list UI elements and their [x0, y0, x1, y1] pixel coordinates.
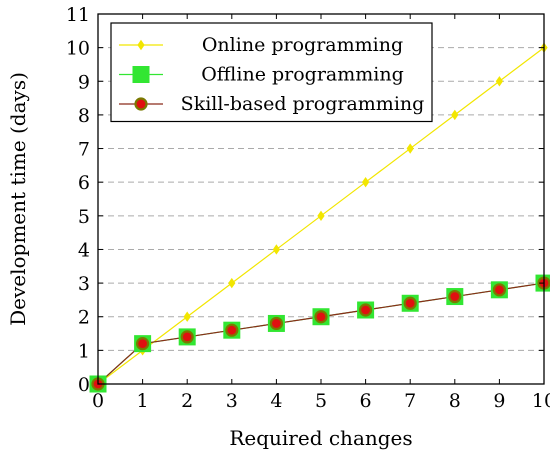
series-markers: [89, 42, 550, 393]
data-point-series-2: [448, 289, 462, 304]
y-tick-label: 4: [78, 239, 90, 261]
legend-label-0: Online programming: [202, 34, 403, 56]
data-point-series-2: [225, 323, 239, 337]
data-point-series-2: [492, 283, 506, 297]
y-tick-label: 5: [78, 206, 90, 228]
x-tick-label: 1: [137, 390, 149, 412]
legend-entries: Online programming Offline programming Ski…: [119, 34, 424, 115]
data-point-series-0: [272, 244, 281, 255]
data-point-series-2: [359, 303, 373, 317]
x-tick-label: 3: [226, 390, 238, 412]
data-point-series-0: [228, 277, 236, 289]
legend-marker-2: [134, 97, 148, 111]
x-tick-label: 5: [315, 390, 327, 412]
x-tick-label: 6: [360, 390, 372, 412]
y-tick-label: 9: [78, 71, 90, 93]
data-point-series-0: [495, 76, 504, 87]
legend-label-2: Skill-based programming: [181, 93, 425, 115]
x-tick-label: 0: [92, 390, 104, 412]
data-point-series-0: [361, 176, 370, 188]
data-point-series-0: [451, 109, 459, 121]
data-point-series-2: [136, 337, 150, 351]
x-tick-label: 9: [493, 390, 505, 412]
y-tick-label: 11: [66, 4, 90, 26]
x-tick-label: 8: [449, 390, 461, 412]
y-tick-label: 10: [66, 38, 90, 60]
y-tick-label: 1: [78, 340, 90, 362]
data-point-series-2: [403, 296, 417, 310]
x-tick-label: 10: [532, 390, 550, 412]
x-tick-label: 7: [404, 390, 416, 412]
legend-label-1: Offline programming: [201, 64, 404, 86]
y-tick-label: 3: [78, 273, 90, 295]
y-tick-label: 6: [78, 172, 90, 194]
data-point-series-2: [269, 316, 283, 331]
legend-marker-0: [137, 39, 145, 51]
x-axis-label: Required changes: [229, 426, 412, 450]
data-point-series-2: [180, 330, 194, 344]
y-tick-label: 0: [78, 374, 90, 396]
legend-box: [110, 22, 433, 123]
y-tick-label: 2: [78, 307, 90, 329]
legend: Online programming Offline programming Ski…: [110, 22, 433, 123]
y-tick-label: 8: [78, 105, 90, 127]
y-tick-label: 7: [78, 139, 90, 161]
data-point-series-2: [314, 310, 328, 324]
axis-ticks: 0 1 2 3 4 5 6 7 8 9 10 11 0 1 2 3 4 5 6 7 8 9 10: [66, 4, 550, 412]
data-point-series-0: [406, 143, 414, 154]
data-point-series-0: [317, 210, 325, 222]
data-point-series-0: [183, 311, 191, 322]
y-axis-label: Development time (days): [6, 72, 30, 326]
x-tick-label: 2: [181, 390, 193, 412]
x-tick-label: 4: [270, 390, 282, 412]
legend-marker-1: [132, 66, 150, 83]
